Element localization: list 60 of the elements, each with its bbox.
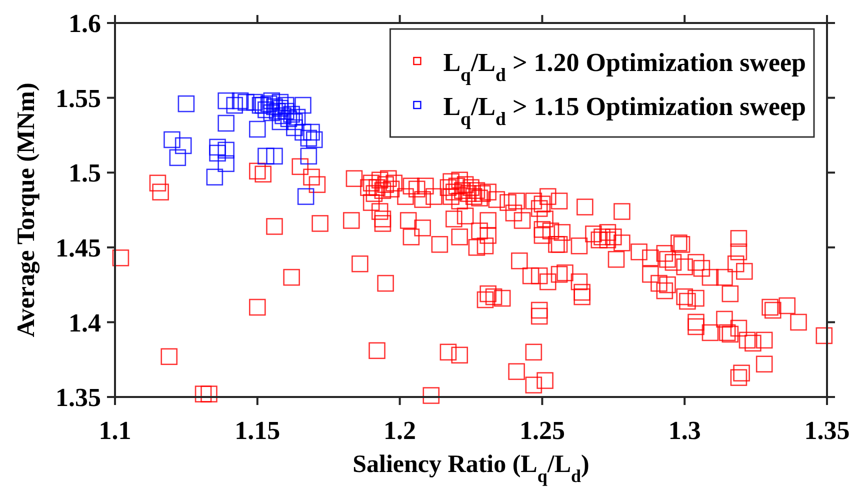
point <box>286 119 303 136</box>
point <box>246 94 263 111</box>
x-tick-label: 1.25 <box>519 416 565 445</box>
legend-label: L$_{q}$/L$_{d}$ > 1.15 Optimization sweep <box>443 92 806 130</box>
point <box>263 92 280 110</box>
x-tick-label: 1.3 <box>668 416 701 445</box>
point <box>252 96 269 114</box>
y-tick-label: 1.6 <box>68 9 101 38</box>
y-tick-label: 1.55 <box>56 84 101 113</box>
point <box>174 137 192 154</box>
point <box>226 96 244 114</box>
point <box>209 144 226 162</box>
point <box>286 113 303 130</box>
point <box>206 168 224 186</box>
y-axis-title: Average Torque (MNm) <box>13 82 40 338</box>
point <box>266 148 283 165</box>
point <box>300 148 318 165</box>
point <box>218 92 234 110</box>
point <box>249 120 266 138</box>
point <box>297 188 314 205</box>
x-tick-label: 1.2 <box>384 416 416 445</box>
point <box>258 148 274 165</box>
y-tick-label: 1.5 <box>68 158 101 188</box>
point <box>277 96 294 114</box>
point <box>303 124 320 141</box>
legend-label: L$_{q}$/L$_{d}$ > 1.20 Optimization sweep <box>443 48 806 86</box>
y-tick-label: 1.45 <box>56 234 101 262</box>
point <box>258 101 274 118</box>
point <box>294 124 312 141</box>
x-axis-title: Saliency Ratio (L$_{q}$/L$_{d}$) <box>352 451 590 486</box>
point <box>280 110 298 128</box>
x-tick-label: 1.15 <box>234 416 280 445</box>
point <box>300 130 318 147</box>
point <box>263 104 280 122</box>
point <box>277 102 294 120</box>
point <box>218 155 234 172</box>
point <box>218 114 234 132</box>
point <box>209 138 226 156</box>
point <box>238 94 254 111</box>
point <box>268 102 286 120</box>
x-tick-label: 1.1 <box>98 416 132 445</box>
point <box>266 98 283 116</box>
point <box>169 149 186 166</box>
point <box>306 131 323 148</box>
point <box>274 107 292 124</box>
point <box>254 96 272 114</box>
point <box>283 106 300 123</box>
y-tick-label: 1.4 <box>68 308 101 338</box>
x-tick-label: 1.35 <box>804 416 850 445</box>
point <box>272 113 289 130</box>
y-tick-label: 1.35 <box>56 383 101 412</box>
point <box>164 131 180 148</box>
point <box>218 142 234 159</box>
point <box>272 94 289 111</box>
point <box>232 92 249 110</box>
point <box>272 100 289 117</box>
point <box>294 96 312 114</box>
point <box>288 108 306 126</box>
point <box>260 95 278 112</box>
point <box>178 95 195 112</box>
